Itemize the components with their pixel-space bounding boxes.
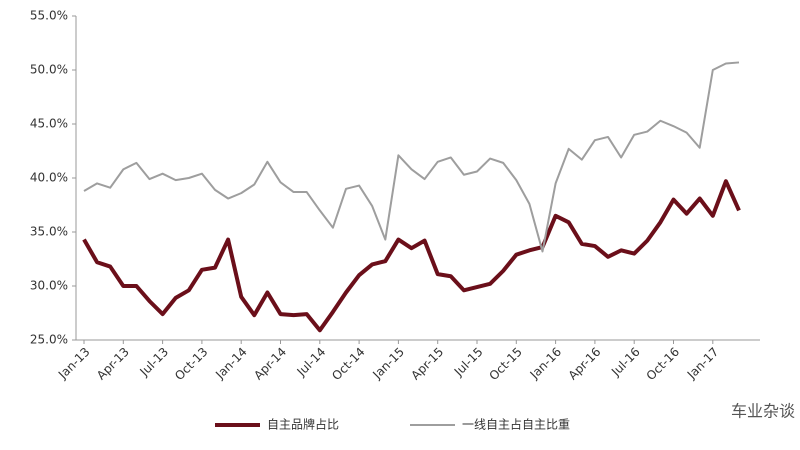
x-tick-label: Jan-14 bbox=[212, 345, 250, 383]
y-tick-label: 40.0% bbox=[30, 171, 68, 185]
x-tick-label: Oct-16 bbox=[644, 345, 682, 383]
series-line bbox=[83, 61, 740, 253]
x-tick-label: Apr-15 bbox=[408, 345, 446, 383]
series-line bbox=[82, 179, 741, 333]
y-tick-label: 35.0% bbox=[30, 225, 68, 239]
x-tick-label: Jan-16 bbox=[527, 345, 565, 383]
y-tick-label: 25.0% bbox=[30, 333, 68, 347]
x-tick-label: Jan-17 bbox=[684, 345, 722, 383]
x-tick-label: Oct-15 bbox=[486, 345, 524, 383]
x-tick-label: Jul-16 bbox=[608, 345, 643, 380]
x-tick-label: Jan-15 bbox=[369, 345, 407, 383]
x-tick-label: Jul-14 bbox=[294, 345, 329, 380]
y-tick-label: 50.0% bbox=[30, 63, 68, 77]
x-tick-label: Oct-13 bbox=[172, 345, 210, 383]
x-tick-label: Jan-13 bbox=[55, 345, 93, 383]
legend-label: 自主品牌占比 bbox=[267, 417, 339, 432]
y-tick-label: 30.0% bbox=[30, 279, 68, 293]
watermark: 车业杂谈 bbox=[731, 402, 795, 421]
y-tick-label: 45.0% bbox=[30, 117, 68, 131]
y-tick-label: 55.0% bbox=[30, 9, 68, 23]
x-tick-label: Apr-14 bbox=[251, 345, 289, 383]
x-tick-label: Apr-13 bbox=[94, 345, 132, 383]
x-tick-label: Jul-13 bbox=[136, 345, 171, 380]
x-tick-label: Oct-14 bbox=[329, 345, 367, 383]
x-tick-label: Jul-15 bbox=[451, 345, 486, 380]
legend-label: 一线自主占自主比重 bbox=[462, 417, 570, 432]
x-tick-label: Apr-16 bbox=[566, 345, 604, 383]
